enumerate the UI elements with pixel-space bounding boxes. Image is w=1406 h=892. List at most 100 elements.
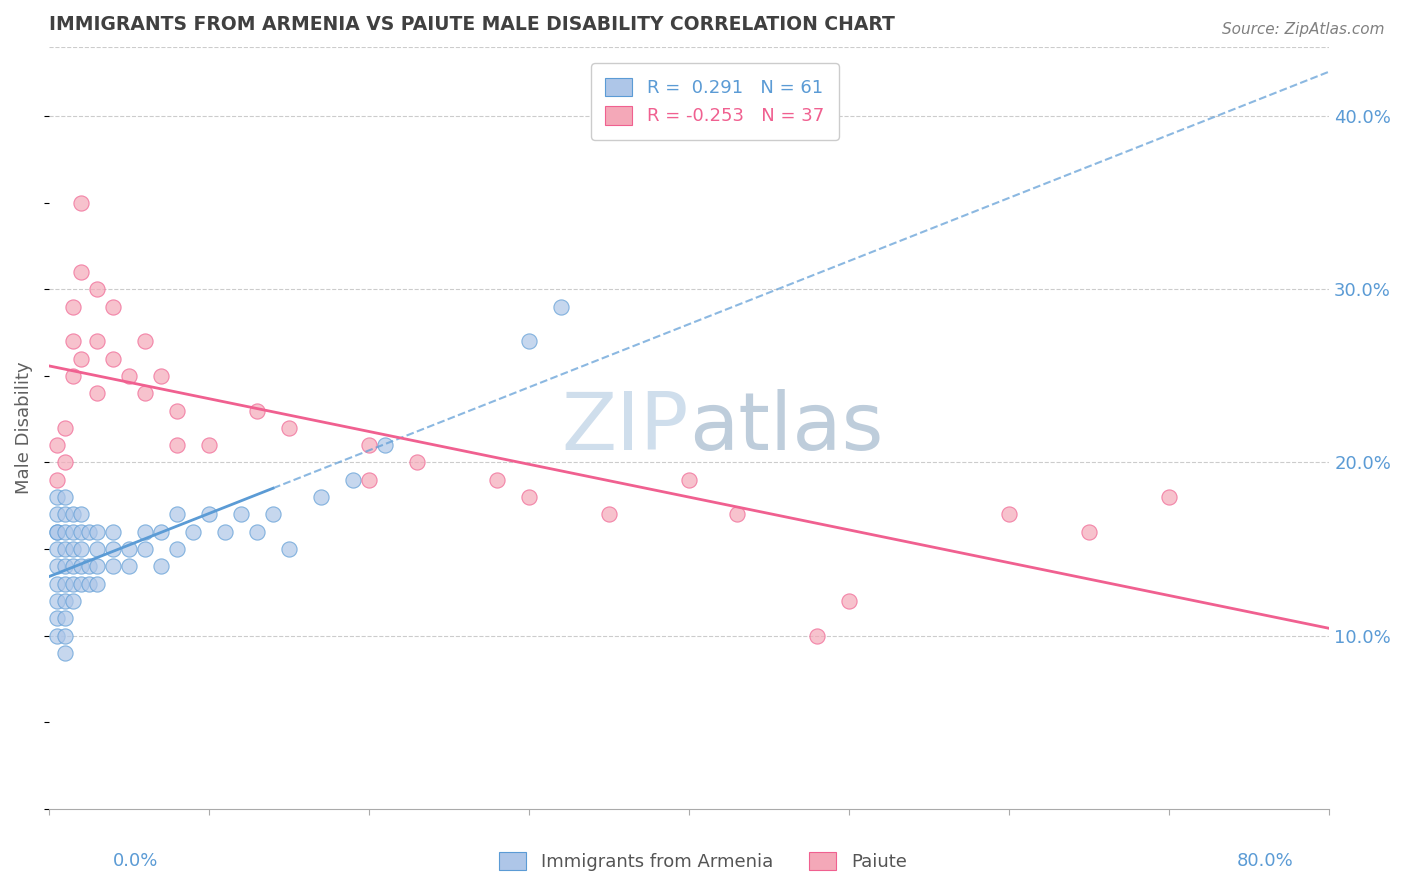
Point (70, 576, 93, 591)
Point (278, 542, 301, 557)
Point (62, 300, 84, 314)
Point (86, 524, 108, 539)
Point (229, 508, 252, 522)
Point (46, 508, 69, 522)
Point (486, 473, 509, 487)
Point (246, 524, 269, 539)
Point (101, 300, 124, 314)
Point (46, 438, 69, 452)
Point (62, 368, 84, 383)
Point (150, 524, 173, 539)
Point (53, 455, 76, 469)
Point (46, 611, 69, 625)
Point (166, 508, 188, 522)
Point (53, 508, 76, 522)
Point (62, 559, 84, 574)
Point (62, 524, 84, 539)
Y-axis label: Male Disability: Male Disability (15, 361, 32, 494)
Point (53, 611, 76, 625)
Point (46, 559, 69, 574)
Point (62, 594, 84, 608)
Point (53, 421, 76, 435)
Point (166, 403, 188, 417)
Point (62, 508, 84, 522)
Point (357, 473, 380, 487)
Point (77, 576, 100, 591)
Point (62, 334, 84, 349)
Point (86, 559, 108, 574)
Point (53, 646, 76, 660)
Point (70, 508, 93, 522)
Point (150, 559, 173, 574)
Point (46, 473, 69, 487)
Point (46, 629, 69, 643)
Point (838, 594, 860, 608)
Text: Source: ZipAtlas.com: Source: ZipAtlas.com (1222, 22, 1385, 37)
Point (198, 438, 221, 452)
Point (46, 524, 69, 539)
Point (118, 559, 141, 574)
Point (101, 524, 124, 539)
Point (806, 629, 828, 643)
Text: ZIP: ZIP (562, 389, 689, 467)
Text: 80.0%: 80.0% (1237, 852, 1294, 870)
Point (53, 576, 76, 591)
Point (406, 455, 429, 469)
Point (46, 594, 69, 608)
Point (278, 421, 301, 435)
Text: 0.0%: 0.0% (112, 852, 157, 870)
Point (53, 559, 76, 574)
Point (214, 524, 236, 539)
Point (181, 524, 204, 539)
Point (134, 334, 156, 349)
Point (517, 334, 540, 349)
Point (53, 629, 76, 643)
Point (134, 386, 156, 401)
Point (1159, 490, 1181, 504)
Point (598, 508, 620, 522)
Point (998, 508, 1021, 522)
Point (86, 334, 108, 349)
Point (70, 559, 93, 574)
Point (86, 386, 108, 401)
Point (134, 542, 156, 557)
Point (342, 473, 364, 487)
Point (150, 368, 173, 383)
Point (357, 438, 380, 452)
Point (86, 282, 108, 296)
Point (46, 576, 69, 591)
Legend: Immigrants from Armenia, Paiute: Immigrants from Armenia, Paiute (492, 845, 914, 879)
Point (46, 524, 69, 539)
Point (517, 490, 540, 504)
Point (262, 508, 284, 522)
Point (46, 542, 69, 557)
Point (374, 438, 396, 452)
Point (166, 438, 188, 452)
Text: IMMIGRANTS FROM ARMENIA VS PAIUTE MALE DISABILITY CORRELATION CHART: IMMIGRANTS FROM ARMENIA VS PAIUTE MALE D… (49, 15, 894, 34)
Legend: R =  0.291   N = 61, R = -0.253   N = 37: R = 0.291 N = 61, R = -0.253 N = 37 (591, 63, 838, 140)
Point (246, 403, 269, 417)
Point (53, 490, 76, 504)
Point (118, 368, 141, 383)
Point (101, 351, 124, 366)
Point (77, 524, 100, 539)
Point (46, 490, 69, 504)
Point (62, 542, 84, 557)
Point (309, 490, 332, 504)
Point (725, 508, 748, 522)
Point (101, 559, 124, 574)
Point (86, 576, 108, 591)
Text: atlas: atlas (689, 389, 883, 467)
Point (53, 524, 76, 539)
Point (53, 542, 76, 557)
Point (198, 508, 221, 522)
Point (70, 351, 93, 366)
Point (70, 542, 93, 557)
Point (86, 542, 108, 557)
Point (101, 542, 124, 557)
Point (53, 594, 76, 608)
Point (166, 542, 188, 557)
Point (118, 542, 141, 557)
Point (1078, 524, 1101, 539)
Point (70, 265, 93, 279)
